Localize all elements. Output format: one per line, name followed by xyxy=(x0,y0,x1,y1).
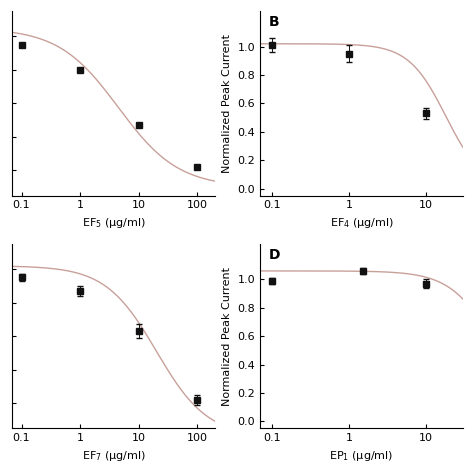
X-axis label: EP$_1$ (μg/ml): EP$_1$ (μg/ml) xyxy=(329,449,394,463)
Y-axis label: Normalized Peak Current: Normalized Peak Current xyxy=(222,34,232,173)
Text: B: B xyxy=(268,15,279,29)
Text: D: D xyxy=(268,247,280,262)
Y-axis label: Normalized Peak Current: Normalized Peak Current xyxy=(222,267,232,406)
X-axis label: EF$_5$ (μg/ml): EF$_5$ (μg/ml) xyxy=(82,216,146,230)
X-axis label: EF$_4$ (μg/ml): EF$_4$ (μg/ml) xyxy=(329,216,393,230)
X-axis label: EF$_7$ (μg/ml): EF$_7$ (μg/ml) xyxy=(82,449,146,463)
